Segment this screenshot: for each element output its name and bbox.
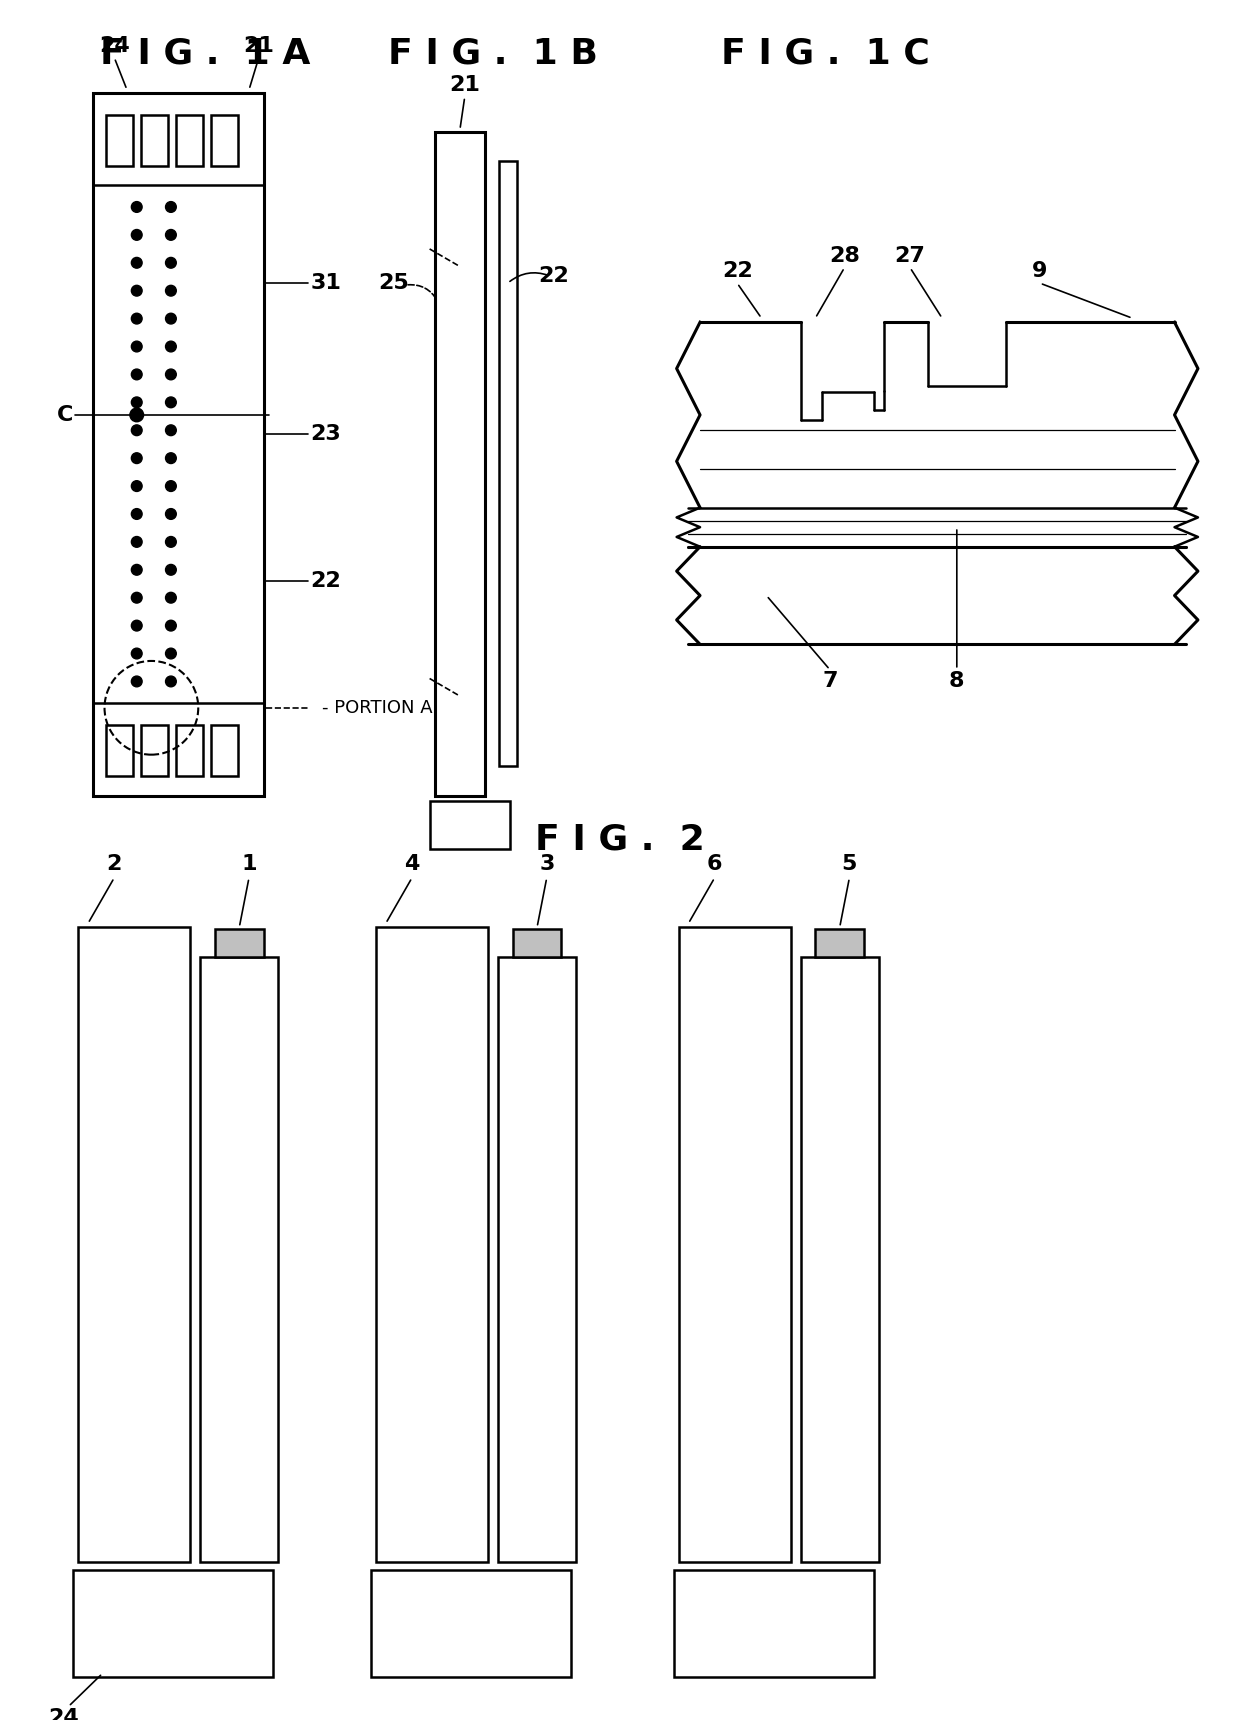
Bar	[512, 929, 562, 956]
Circle shape	[166, 537, 176, 547]
Circle shape	[131, 509, 143, 519]
Circle shape	[166, 286, 176, 296]
Text: 24: 24	[48, 1708, 79, 1720]
Text: - PORTION A: - PORTION A	[322, 698, 433, 717]
Circle shape	[131, 341, 143, 353]
Circle shape	[166, 397, 176, 408]
Bar	[105, 726, 133, 776]
Text: 27: 27	[894, 246, 925, 267]
Bar	[815, 929, 864, 956]
Bar	[93, 93, 264, 796]
Circle shape	[131, 370, 143, 380]
Text: 1: 1	[242, 855, 257, 874]
Text: 31: 31	[310, 273, 341, 292]
Text: C: C	[57, 404, 73, 425]
Circle shape	[131, 592, 143, 604]
Text: 21: 21	[243, 36, 274, 55]
Bar	[73, 1570, 274, 1677]
Text: 23: 23	[310, 425, 341, 444]
Bar	[176, 115, 203, 165]
Text: F I G .  1 B: F I G . 1 B	[388, 36, 598, 71]
Circle shape	[166, 229, 176, 241]
Circle shape	[166, 480, 176, 492]
Circle shape	[166, 564, 176, 574]
Circle shape	[131, 676, 143, 686]
Circle shape	[166, 258, 176, 268]
Circle shape	[166, 425, 176, 435]
Circle shape	[131, 452, 143, 463]
Text: 22: 22	[538, 267, 569, 286]
Circle shape	[131, 229, 143, 241]
Bar	[176, 726, 203, 776]
Bar	[673, 1570, 874, 1677]
Circle shape	[166, 676, 176, 686]
Bar	[140, 115, 167, 165]
Bar	[200, 956, 278, 1562]
Text: F I G .  1 C: F I G . 1 C	[720, 36, 930, 71]
Circle shape	[130, 408, 144, 421]
Circle shape	[131, 564, 143, 574]
Bar	[498, 162, 517, 767]
Bar	[678, 927, 791, 1562]
Circle shape	[166, 452, 176, 463]
Text: 9: 9	[1032, 261, 1048, 282]
Text: 3: 3	[539, 855, 554, 874]
Circle shape	[131, 201, 143, 212]
Bar	[140, 726, 167, 776]
Bar	[498, 956, 577, 1562]
Text: F I G .  2: F I G . 2	[536, 822, 704, 857]
Circle shape	[131, 648, 143, 659]
Circle shape	[166, 621, 176, 631]
Bar	[105, 115, 133, 165]
Text: 28: 28	[830, 246, 861, 267]
Bar	[215, 929, 264, 956]
Text: 2: 2	[107, 855, 122, 874]
Bar	[801, 956, 879, 1562]
Circle shape	[166, 370, 176, 380]
Bar	[78, 927, 191, 1562]
Text: 8: 8	[949, 671, 965, 691]
Circle shape	[166, 648, 176, 659]
Circle shape	[131, 480, 143, 492]
Circle shape	[166, 592, 176, 604]
Text: 7: 7	[822, 671, 838, 691]
Text: 5: 5	[842, 855, 857, 874]
Circle shape	[166, 201, 176, 212]
Circle shape	[131, 258, 143, 268]
Text: 25: 25	[378, 273, 409, 292]
Text: 21: 21	[449, 76, 480, 95]
Circle shape	[131, 397, 143, 408]
Text: 22: 22	[310, 571, 341, 592]
Bar	[434, 132, 485, 796]
Circle shape	[131, 286, 143, 296]
Text: 4: 4	[404, 855, 420, 874]
Bar	[211, 726, 238, 776]
Text: 6: 6	[707, 855, 723, 874]
Circle shape	[166, 509, 176, 519]
Circle shape	[166, 313, 176, 323]
Bar	[371, 1570, 572, 1677]
Circle shape	[166, 341, 176, 353]
Text: 22: 22	[722, 261, 753, 282]
Circle shape	[131, 537, 143, 547]
Bar	[429, 800, 510, 850]
Text: 24: 24	[99, 36, 130, 55]
Bar	[211, 115, 238, 165]
Circle shape	[131, 313, 143, 323]
Bar	[376, 927, 489, 1562]
Circle shape	[131, 621, 143, 631]
Text: F I G .  1 A: F I G . 1 A	[100, 36, 310, 71]
Circle shape	[131, 425, 143, 435]
